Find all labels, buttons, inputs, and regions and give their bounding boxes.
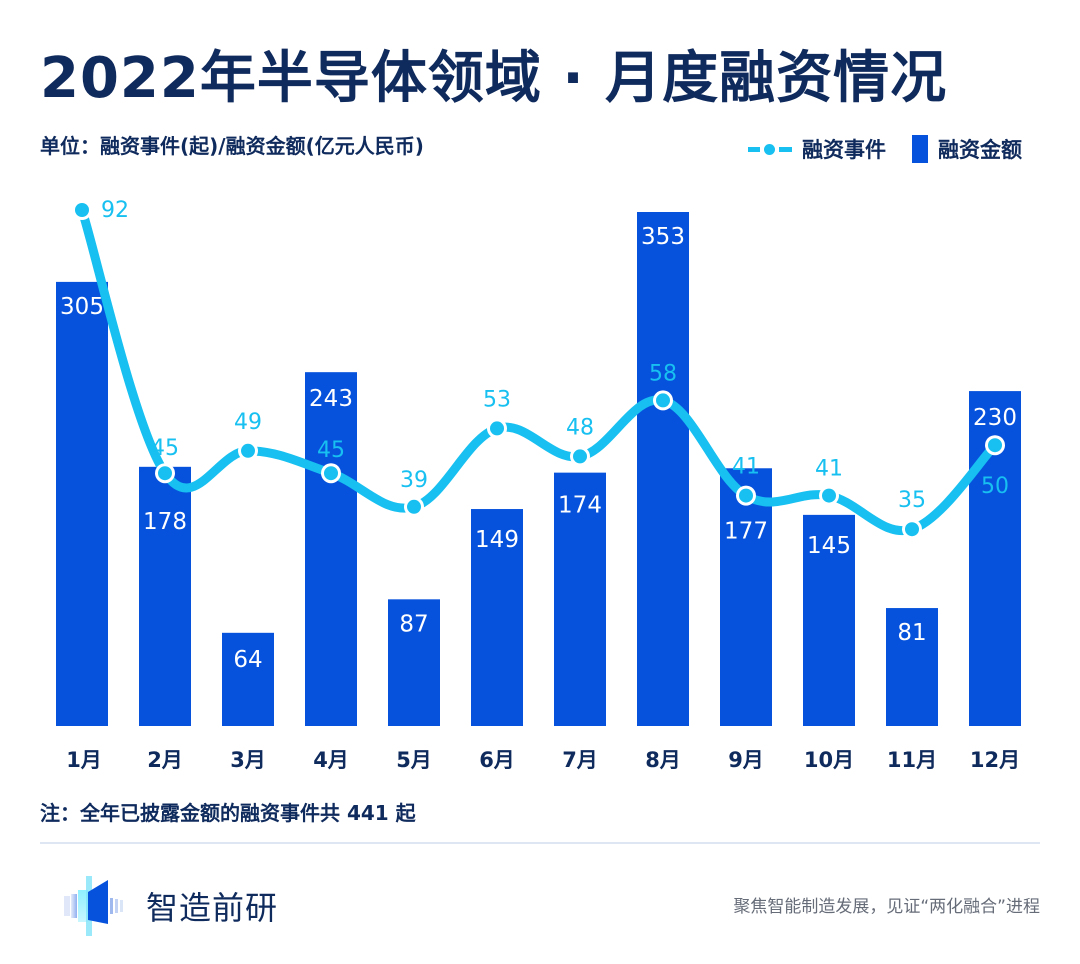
combo-chart: 305 178 64 243 87 149 174 353 177 145 81 230 92 45 49 4… [56,198,1021,772]
event-value-label-9: 41 [732,455,760,480]
footnote: 注：全年已披露金额的融资事件共 441 起 [40,801,416,825]
event-value-label-10: 41 [815,457,843,482]
events-line [77,205,1000,536]
bar-1 [56,281,108,726]
bar-10 [803,514,855,726]
bar-value-label-10: 145 [807,533,851,559]
event-value-label-8: 58 [649,361,677,386]
legend-line-label: 融资事件 [802,138,886,162]
x-tick-label-6: 6月 [479,748,515,772]
event-value-label-3: 49 [234,410,262,435]
x-tick-label-5: 5月 [396,748,432,772]
bar-value-label-4: 243 [309,386,353,412]
event-marker-5 [407,499,421,514]
bar-value-label-9: 177 [724,518,768,544]
bar-value-label-12: 230 [973,405,1017,431]
legend-bar-label: 融资金额 [938,138,1022,162]
bar-value-label-5: 87 [399,611,428,637]
event-marker-6 [490,421,504,436]
x-tick-label-11: 11月 [887,748,937,772]
chart-title: 2022年半导体领域 · 月度融资情况 [40,46,948,111]
unit-label: 单位：融资事件(起)/融资金额(亿元人民币) [40,134,424,158]
bar-2 [139,466,191,726]
bar-6 [471,509,523,726]
bar-value-label-2: 178 [143,509,187,535]
brand-logo-icon [64,876,123,936]
event-marker-2 [158,466,172,481]
bar-5 [388,599,440,726]
divider [40,842,1040,844]
event-value-label-5: 39 [400,468,428,493]
event-value-label-11: 35 [898,488,926,513]
bar-value-label-8: 353 [641,224,685,250]
legend-line-swatch-icon [748,144,792,155]
legend-bar-swatch-icon [912,135,928,163]
bar-value-label-1: 305 [60,294,104,320]
bar-9 [720,468,772,726]
event-value-label-2: 45 [151,436,179,461]
brand-name: 智造前研 [146,889,279,927]
bar-3 [222,632,274,726]
x-tick-label-3: 3月 [230,748,266,772]
bar-value-label-6: 149 [475,527,519,553]
x-tick-label-1: 1月 [66,748,102,772]
x-tick-label-9: 9月 [728,748,764,772]
event-marker-11 [905,522,919,537]
bar-7 [554,472,606,726]
event-marker-8 [656,393,670,408]
event-value-label-12: 50 [981,474,1009,499]
x-tick-label-12: 12月 [970,748,1020,772]
event-marker-10 [822,488,836,503]
brand-logo: 智造前研 [62,874,278,938]
slogan: 聚焦智能制造发展，见证“两化融合”进程 [733,897,1040,917]
event-value-label-4: 45 [317,438,345,463]
event-marker-1 [75,203,89,217]
x-tick-label-10: 10月 [804,748,854,772]
event-value-label-1: 92 [101,198,129,223]
bar-value-label-11: 81 [897,620,926,646]
bar-8 [637,212,689,726]
x-tick-label-7: 7月 [562,748,598,772]
event-value-label-6: 53 [483,387,511,412]
event-marker-7 [573,449,587,464]
event-value-label-7: 48 [566,415,594,440]
event-marker-12 [988,438,1002,453]
bar-11 [886,608,938,726]
bar-4 [305,372,357,726]
legend: 融资事件 融资金额 [748,134,1022,164]
event-marker-4 [324,466,338,481]
event-marker-3 [241,443,255,458]
x-tick-label-8: 8月 [645,748,681,772]
x-tick-label-2: 2月 [147,748,183,772]
bar-value-label-7: 174 [558,493,602,519]
bar-value-label-3: 64 [233,647,262,673]
event-marker-9 [739,488,753,503]
x-tick-label-4: 4月 [313,748,349,772]
